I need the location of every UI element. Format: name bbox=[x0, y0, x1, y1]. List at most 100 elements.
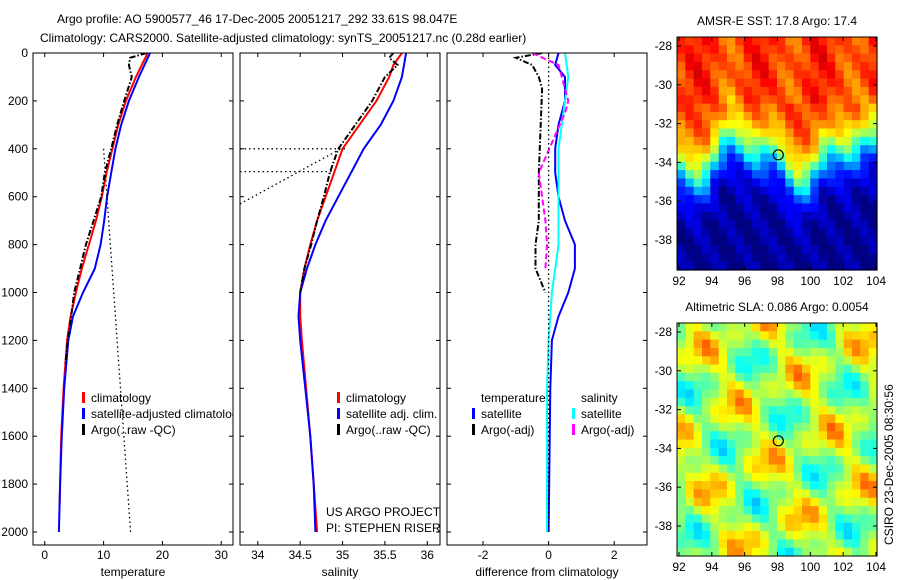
heatmap-cell bbox=[710, 120, 720, 130]
heatmap-cell bbox=[818, 456, 828, 465]
heatmap-cell bbox=[760, 86, 770, 96]
legend-swatch bbox=[337, 424, 340, 435]
heatmap-cell bbox=[743, 128, 753, 138]
heatmap-cell bbox=[860, 186, 870, 196]
heatmap-cell bbox=[677, 53, 686, 63]
heatmap-cell bbox=[785, 186, 795, 196]
heatmap-cell bbox=[793, 153, 803, 163]
title-line-1: Argo profile: AO 5900577_46 17-Dec-2005 … bbox=[57, 12, 457, 26]
heatmap-cell bbox=[810, 531, 820, 540]
heatmap-cell bbox=[835, 506, 845, 515]
heatmap-cell bbox=[760, 103, 770, 113]
heatmap-cell bbox=[852, 464, 861, 474]
heatmap-cell bbox=[777, 489, 786, 499]
heatmap-cell bbox=[868, 228, 878, 238]
heatmap-cell bbox=[777, 456, 786, 465]
heatmap-cell bbox=[827, 339, 836, 349]
heatmap-cell bbox=[735, 245, 745, 254]
heatmap-cell bbox=[677, 481, 686, 490]
heatmap-cell bbox=[835, 472, 845, 482]
heatmap-cell bbox=[718, 481, 728, 490]
heatmap-cell bbox=[860, 253, 870, 263]
heatmap-cell bbox=[735, 389, 745, 399]
heatmap-cell bbox=[677, 170, 686, 179]
heatmap-cell bbox=[818, 439, 828, 449]
heatmap-cell bbox=[760, 348, 770, 357]
heatmap-cell bbox=[868, 397, 878, 407]
heatmap-cell bbox=[760, 95, 770, 105]
heatmap-cell bbox=[818, 261, 828, 271]
heatmap-cell bbox=[843, 406, 853, 416]
heatmap-cell bbox=[735, 178, 745, 188]
heatmap-cell bbox=[818, 364, 828, 374]
heatmap-cell bbox=[727, 331, 736, 341]
heatmap-cell bbox=[693, 78, 703, 88]
legend-label: satellite adj. clim. bbox=[346, 407, 437, 421]
heatmap-cell bbox=[718, 45, 728, 55]
heatmap-cell bbox=[685, 489, 695, 499]
heatmap-cell bbox=[735, 481, 745, 490]
heatmap-cell bbox=[827, 111, 836, 121]
heatmap-cell bbox=[835, 220, 845, 229]
series-climatology bbox=[58, 53, 149, 509]
heatmap-cell bbox=[827, 481, 836, 490]
heatmap-cell bbox=[802, 339, 811, 349]
heatmap-cell bbox=[702, 145, 711, 155]
heatmap-cell bbox=[677, 464, 686, 474]
heatmap-cell bbox=[852, 364, 861, 374]
heatmap-cell bbox=[852, 53, 861, 63]
heatmap-cell bbox=[827, 236, 836, 246]
heatmap-cell bbox=[677, 547, 686, 557]
heatmap-cell bbox=[743, 186, 753, 196]
y-tick-label: 1400 bbox=[1, 381, 28, 395]
heatmap-cell bbox=[843, 45, 853, 55]
heatmap-cell bbox=[702, 261, 711, 271]
heatmap-cell bbox=[710, 153, 720, 163]
heatmap-cell bbox=[802, 348, 811, 357]
heatmap-cell bbox=[743, 95, 753, 105]
heatmap-cell bbox=[718, 153, 728, 163]
heatmap-cell bbox=[685, 261, 695, 271]
heatmap-cell bbox=[710, 236, 720, 246]
heatmap-cell bbox=[818, 86, 828, 96]
legend-difference-panel: temperature salinity satellite Argo(-adj) sa… bbox=[472, 391, 634, 437]
heatmap-cell bbox=[727, 381, 736, 391]
profile-panel-1: 0 10 20 30 temperature 0 200 400 600 800 1000 1200 1… bbox=[1, 46, 234, 579]
heatmap-cell bbox=[860, 153, 870, 163]
heatmap-cell bbox=[810, 389, 820, 399]
heatmap-cell bbox=[843, 78, 853, 88]
heatmap-cell bbox=[785, 195, 795, 204]
heatmap-cell bbox=[702, 103, 711, 113]
heatmap-cell bbox=[743, 178, 753, 188]
heatmap-cell bbox=[852, 372, 861, 382]
heatmap-cell bbox=[802, 120, 811, 130]
heatmap-cell bbox=[677, 414, 686, 424]
heatmap-cell bbox=[693, 481, 703, 490]
heatmap-cell bbox=[827, 547, 836, 557]
heatmap-cell bbox=[818, 136, 828, 146]
heatmap-cell bbox=[827, 170, 836, 179]
heatmap-cell bbox=[752, 414, 761, 424]
heatmap-cell bbox=[785, 356, 795, 366]
heatmap-cell bbox=[677, 245, 686, 254]
heatmap-cell bbox=[710, 161, 720, 171]
heatmap-cell bbox=[785, 136, 795, 146]
heatmap-cell bbox=[743, 62, 753, 71]
heatmap-cell bbox=[693, 37, 703, 46]
heatmap-cell bbox=[677, 372, 686, 382]
heatmap-cell bbox=[702, 389, 711, 399]
heatmap-cell bbox=[852, 348, 861, 357]
heatmap-cell bbox=[868, 464, 878, 474]
heatmap-cell bbox=[727, 406, 736, 416]
heatmap-cell bbox=[835, 170, 845, 179]
heatmap-cell bbox=[743, 245, 753, 254]
heatmap-cell bbox=[810, 86, 820, 96]
heatmap-cell bbox=[727, 539, 736, 549]
heatmap-cell bbox=[802, 253, 811, 263]
heatmap-cell bbox=[702, 203, 711, 213]
heatmap-cell bbox=[852, 547, 861, 557]
heatmap-cell bbox=[827, 153, 836, 163]
heatmap-cell bbox=[843, 339, 853, 349]
heatmap-cell bbox=[710, 186, 720, 196]
heatmap-cell bbox=[702, 447, 711, 457]
